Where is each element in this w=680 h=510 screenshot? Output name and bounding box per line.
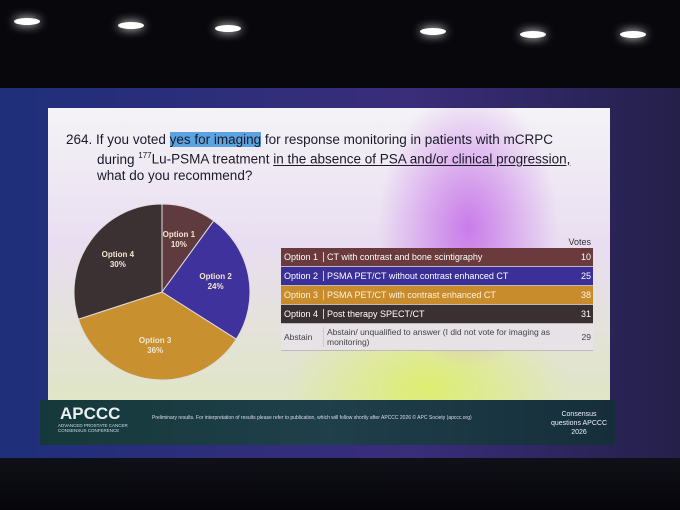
option-text: PSMA PET/CT with contrast enhanced CT — [323, 290, 559, 300]
votes-table: Votes Option 1 CT with contrast and bone … — [281, 236, 593, 351]
superscript: 177 — [138, 151, 152, 160]
vote-count: 10 — [580, 252, 591, 262]
header-votes: Votes — [568, 237, 591, 247]
ceiling-light — [14, 18, 40, 25]
highlighted-text: yes for imaging — [169, 132, 262, 147]
option-text: Abstain/ unqualified to answer (I did no… — [323, 327, 559, 347]
vote-count: 38 — [580, 290, 591, 300]
question-text: Lu-PSMA treatment — [151, 151, 274, 167]
question-text: what do you recommend? — [97, 167, 253, 183]
pie-slice — [73, 203, 163, 320]
underlined-text: in the absence of PSA and/or clinical pr… — [273, 151, 571, 167]
table-row: Abstain Abstain/ unqualified to answer (I… — [281, 324, 593, 351]
footer-right: Consensus questions APCCC 2026 — [550, 411, 608, 436]
table-header: Votes — [281, 236, 593, 248]
slice-value: 30% — [110, 260, 126, 269]
ceiling-light — [620, 31, 646, 38]
option-text: PSMA PET/CT without contrast enhanced CT — [323, 271, 559, 281]
ceiling-light — [520, 31, 546, 38]
pie-slice — [161, 220, 251, 340]
question-number: 264. — [66, 132, 93, 147]
option-label: Option 4 — [284, 309, 319, 319]
ceiling-light — [118, 22, 144, 29]
table-row: Option 4 Post therapy SPECT/CT 31 — [281, 305, 593, 324]
footer-note: Preliminary results. For interpretation … — [152, 415, 472, 421]
slice-value: 36% — [147, 346, 163, 355]
ceiling-light — [420, 28, 446, 35]
ceiling-light — [215, 25, 241, 32]
slice-value: 24% — [208, 282, 224, 291]
option-text: Post therapy SPECT/CT — [323, 309, 559, 319]
option-label: Abstain — [284, 332, 313, 342]
slide-footer — [40, 400, 615, 445]
slice-label: Option 3 — [139, 336, 172, 345]
question-text: If you voted — [96, 132, 170, 147]
slice-value: 10% — [171, 240, 187, 249]
audience — [0, 458, 680, 510]
question-text: for response monitoring in patients with… — [261, 132, 554, 147]
option-label: Option 2 — [284, 271, 319, 281]
table-row: Option 3 PSMA PET/CT with contrast enhanc… — [281, 286, 593, 305]
pie-slice — [77, 291, 237, 381]
logo-subtitle: ADVANCED PROSTATE CANCER CONSENSUS CONFE… — [58, 423, 128, 433]
question: 264. If you voted yes for imaging for re… — [66, 132, 586, 184]
vote-count: 31 — [580, 309, 591, 319]
logo: APCCC — [60, 404, 121, 423]
option-text: CT with contrast and bone scintigraphy — [323, 252, 559, 262]
table-row: Option 2 PSMA PET/CT without contrast enh… — [281, 267, 593, 286]
slice-label: Option 1 — [163, 230, 196, 239]
slice-label: Option 4 — [102, 250, 135, 259]
table-row: Option 1 CT with contrast and bone scinti… — [281, 248, 593, 267]
vote-count: 29 — [581, 332, 591, 342]
question-text: during — [97, 151, 139, 167]
option-label: Option 3 — [284, 290, 319, 300]
vote-count: 25 — [580, 271, 591, 281]
option-label: Option 1 — [284, 252, 319, 262]
slice-label: Option 2 — [199, 272, 232, 281]
